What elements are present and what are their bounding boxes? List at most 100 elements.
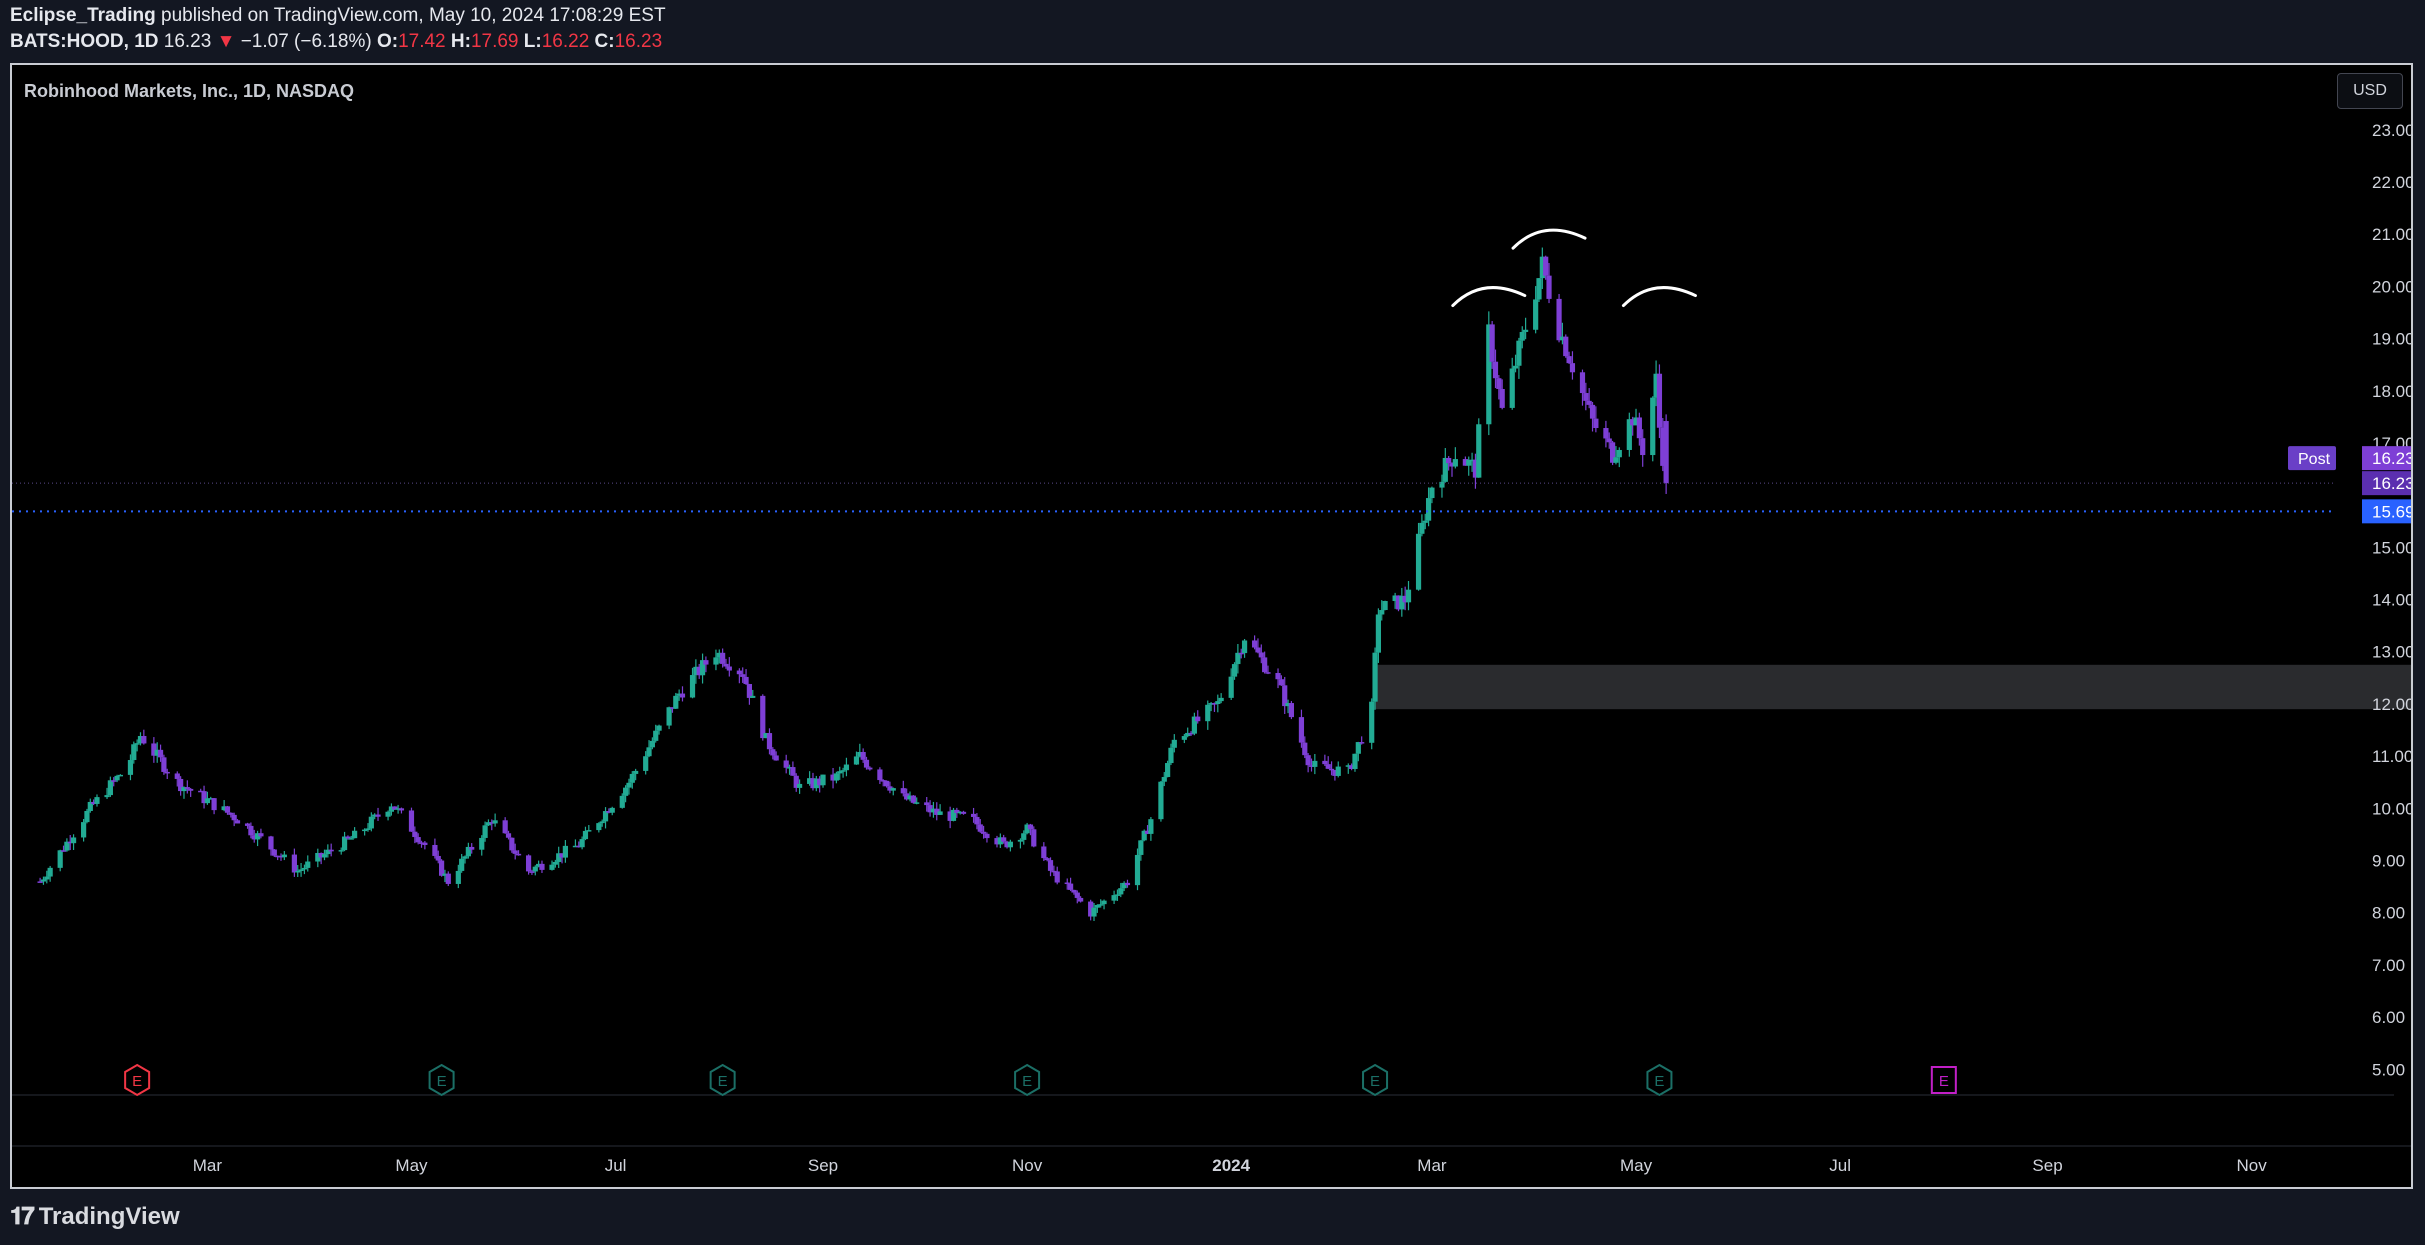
candle-body bbox=[1663, 421, 1669, 484]
price-chart[interactable]: 5.00 6.00 7.00 8.00 9.00 10.00 11.00 12.00 13.00… bbox=[12, 65, 2411, 1187]
candle-body bbox=[857, 751, 863, 757]
candle-body bbox=[298, 869, 304, 871]
candle-body bbox=[1636, 417, 1642, 439]
candle-body bbox=[810, 778, 816, 789]
x-tick-label: Jul bbox=[605, 1156, 627, 1175]
candle-body bbox=[883, 780, 890, 787]
candle-body bbox=[716, 652, 722, 658]
last-price-label: 16.23 bbox=[2372, 474, 2411, 493]
candle-body bbox=[315, 852, 321, 862]
candle-body bbox=[1392, 595, 1398, 602]
candle-body bbox=[1509, 368, 1515, 408]
candle-body bbox=[1074, 892, 1080, 898]
candle-body bbox=[1168, 747, 1174, 764]
chart-title: Robinhood Markets, Inc., 1D, NASDAQ bbox=[24, 81, 355, 101]
candle-body bbox=[1215, 701, 1221, 705]
candle-body bbox=[586, 830, 592, 832]
candle-body bbox=[442, 873, 448, 876]
candle-body bbox=[1499, 388, 1505, 408]
candle-body bbox=[57, 850, 63, 868]
candle-body bbox=[455, 870, 461, 884]
candle-body bbox=[291, 854, 297, 873]
candle-body bbox=[760, 695, 766, 739]
candle-body bbox=[1161, 776, 1167, 782]
candle-body bbox=[127, 760, 134, 775]
candle-body bbox=[234, 820, 241, 824]
candle-body bbox=[469, 846, 475, 850]
candle-body bbox=[412, 831, 418, 838]
candle-body bbox=[1195, 716, 1201, 722]
candle-body bbox=[1569, 363, 1576, 373]
candle-body bbox=[435, 855, 441, 861]
candle-body bbox=[348, 838, 354, 840]
candle-body bbox=[763, 733, 769, 739]
candle-body bbox=[740, 674, 746, 677]
candle-body bbox=[937, 811, 943, 815]
candle-body bbox=[188, 788, 194, 791]
candle-body bbox=[1312, 760, 1318, 767]
post-badge bbox=[2288, 446, 2336, 471]
candle-body bbox=[1519, 331, 1525, 341]
candle-body bbox=[1446, 457, 1452, 464]
candle-body bbox=[1067, 883, 1074, 890]
earnings-marker-icon bbox=[1014, 1063, 1041, 1097]
candle-body bbox=[1516, 340, 1522, 366]
candle-body bbox=[974, 816, 980, 825]
candle-body bbox=[813, 778, 819, 789]
candle-body bbox=[1462, 459, 1468, 466]
candle-body bbox=[1114, 894, 1121, 896]
candle-body bbox=[633, 770, 639, 774]
candle-body bbox=[860, 751, 866, 760]
candle-body bbox=[880, 780, 886, 782]
candle-body bbox=[117, 774, 124, 777]
footer-brand[interactable]: 𝟏𝟕 TradingView bbox=[10, 1203, 180, 1231]
candle-body bbox=[1275, 673, 1281, 680]
candle-body bbox=[807, 778, 813, 784]
y-tick-label: 19.00 bbox=[2372, 330, 2411, 349]
x-tick-label: May bbox=[395, 1156, 428, 1175]
candle-body bbox=[1298, 717, 1305, 743]
candle-body bbox=[773, 755, 779, 761]
earnings-marker-icon bbox=[124, 1063, 151, 1097]
candle-body bbox=[960, 811, 967, 814]
candle-body bbox=[1345, 765, 1351, 767]
candle-body bbox=[1476, 424, 1482, 478]
candle-body bbox=[720, 652, 726, 664]
author-name[interactable]: Eclipse_Trading bbox=[10, 5, 156, 26]
candle-body bbox=[1355, 742, 1361, 754]
earnings-marker-icon bbox=[1930, 1066, 1957, 1094]
candle-body bbox=[1653, 373, 1659, 398]
candle-body bbox=[295, 870, 301, 873]
candle-body bbox=[656, 725, 662, 731]
candle-body bbox=[1369, 701, 1375, 743]
currency-button[interactable]: USD bbox=[2337, 73, 2403, 109]
candle-body bbox=[1322, 760, 1328, 765]
candle-body bbox=[1165, 763, 1171, 777]
candle-body bbox=[562, 845, 568, 858]
candle-body bbox=[1148, 819, 1154, 834]
candle-body bbox=[134, 743, 140, 745]
candle-body bbox=[1566, 356, 1572, 364]
chart-frame[interactable]: 5.00 6.00 7.00 8.00 9.00 10.00 11.00 12.00 13.00… bbox=[10, 63, 2413, 1189]
candle-body bbox=[629, 773, 635, 783]
level-price-label: 15.69 bbox=[2372, 502, 2411, 521]
candle-body bbox=[1001, 837, 1007, 842]
candle-body bbox=[509, 837, 515, 851]
candle-body bbox=[556, 853, 562, 862]
candle-body bbox=[1054, 871, 1060, 883]
candle-body bbox=[479, 837, 485, 850]
candle-body bbox=[438, 860, 445, 876]
candle-body bbox=[221, 806, 227, 811]
candle-body bbox=[1078, 897, 1084, 902]
candle-body bbox=[515, 853, 522, 856]
candle-body bbox=[224, 806, 231, 813]
high-label: H: bbox=[450, 31, 471, 52]
publish-line: Eclipse_Trading published on TradingView… bbox=[10, 5, 666, 27]
candle-body bbox=[1399, 595, 1405, 610]
candle-body bbox=[689, 675, 696, 698]
candle-body bbox=[736, 670, 742, 675]
earnings-marker-label: E bbox=[1939, 1073, 1949, 1090]
candle-body bbox=[930, 808, 937, 813]
candle-body bbox=[984, 833, 990, 839]
candle-body bbox=[1563, 336, 1569, 357]
